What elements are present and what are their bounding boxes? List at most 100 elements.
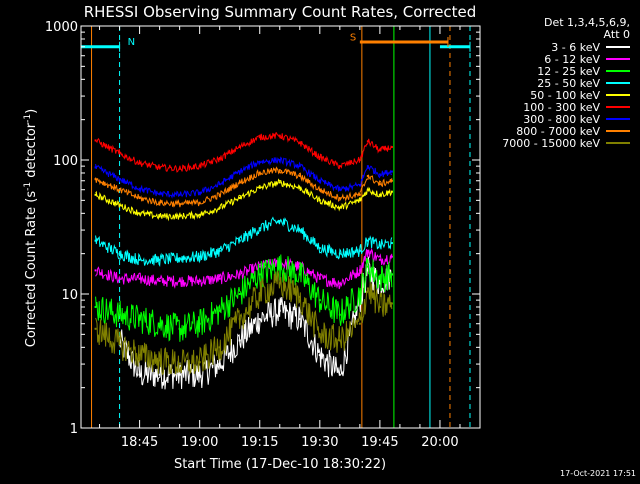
series-line-5 [95, 132, 393, 173]
series-6-point-12 [338, 188, 341, 191]
series-2-point-7 [238, 293, 241, 295]
series-8-point-9 [278, 282, 281, 285]
series-8-point-13 [358, 322, 361, 325]
series-7-point-0 [94, 178, 97, 181]
series-1-point-16 [390, 255, 393, 258]
x-tick-label-3: 19:30 [301, 435, 338, 450]
series-1-point-1 [118, 277, 121, 280]
series-3-point-10 [298, 229, 301, 232]
series-3-point-11 [318, 247, 321, 250]
series-3-point-6 [218, 249, 221, 252]
series-1-point-5 [198, 280, 201, 283]
series-4-point-5 [198, 213, 201, 216]
series-0-point-2 [158, 373, 161, 376]
series-line-7 [95, 166, 393, 208]
series-7-point-8 [258, 171, 261, 174]
series-6-point-8 [258, 160, 261, 163]
legend-label-1: 6 - 12 keV [544, 53, 600, 66]
series-2-point-11 [318, 299, 321, 302]
series-7-point-13 [358, 193, 361, 196]
series-8-point-12 [338, 339, 341, 342]
series-8-point-5 [198, 361, 201, 364]
legend-header-1: Att 0 [604, 28, 630, 41]
night-label: N [128, 37, 135, 48]
x-tick-label-1: 19:00 [181, 435, 218, 450]
legend-label-4: 50 - 100 keV [530, 89, 600, 102]
series-7-point-10 [298, 174, 301, 177]
series-8-point-8 [258, 293, 261, 295]
series-2-point-14 [366, 265, 369, 268]
series-6-point-7 [238, 170, 241, 173]
chart-title: RHESSI Observing Summary Count Rates, Co… [84, 3, 477, 21]
series-1-point-0 [94, 269, 97, 272]
series-6-point-2 [138, 187, 141, 190]
series-2-point-10 [298, 273, 301, 276]
series-5-point-10 [298, 141, 301, 144]
series-1-point-14 [366, 249, 369, 252]
series-6-point-6 [218, 183, 221, 186]
series-2-point-1 [118, 313, 121, 316]
series-7 [94, 166, 393, 208]
series-5-point-13 [358, 159, 361, 161]
series-1-point-13 [358, 269, 361, 272]
series-2-point-16 [390, 273, 393, 276]
series-2-point-13 [358, 293, 361, 295]
x-tick-label-5: 20:00 [421, 435, 458, 450]
series-4-point-1 [118, 204, 121, 207]
series-4-point-14 [366, 188, 369, 191]
series-7-point-12 [338, 197, 341, 200]
series-6-point-5 [198, 191, 201, 194]
series-3 [94, 216, 393, 268]
series-7-point-14 [366, 174, 369, 177]
x-tick-label-0: 18:45 [121, 435, 158, 450]
series-6-point-1 [118, 178, 121, 181]
series-line-0 [119, 256, 392, 390]
series-7-point-16 [390, 179, 393, 182]
legend-label-2: 12 - 25 keV [537, 65, 600, 78]
series-5-point-4 [178, 167, 181, 170]
series-1-point-11 [318, 277, 321, 280]
y-tick-label-0: 1 [70, 422, 78, 437]
legend-label-5: 100 - 300 keV [523, 101, 600, 114]
series-5-point-1 [118, 152, 121, 155]
y-tick-label-2: 100 [53, 154, 78, 169]
series-0-point-4 [198, 373, 201, 376]
timestamp: 17-Oct-2021 17:51 [560, 469, 636, 478]
series-7-point-7 [238, 181, 241, 184]
series-6-point-3 [158, 192, 161, 195]
series-6-point-14 [366, 165, 369, 168]
x-axis-label: Start Time (17-Dec-10 18:30:22) [174, 457, 386, 472]
series-8-point-0 [94, 327, 97, 330]
series-5-point-11 [318, 156, 321, 159]
series-0-point-13 [366, 269, 369, 272]
series-4-point-9 [278, 181, 281, 184]
series-8-point-2 [138, 354, 141, 357]
plot-frame [80, 25, 481, 429]
series-6-point-15 [378, 173, 381, 176]
series-5-point-15 [378, 149, 381, 152]
series-6-point-11 [318, 179, 321, 182]
series-2-point-2 [138, 318, 141, 321]
series-6-point-9 [278, 159, 281, 161]
series-4 [94, 178, 393, 222]
axes: 1 10 100 1000 18:45 19:00 19:15 19:30 19:45 20:00 [45, 20, 481, 450]
series-3-point-0 [94, 239, 97, 242]
legend-label-7: 800 - 7000 keV [516, 125, 600, 138]
series-0-point-6 [238, 339, 241, 342]
series-6-point-0 [94, 166, 97, 169]
series-4-point-3 [158, 215, 161, 218]
series-3-point-8 [258, 227, 261, 230]
series-5-point-0 [94, 139, 97, 142]
series-7-point-11 [318, 188, 321, 191]
series-layer [94, 132, 393, 390]
series-4-point-13 [358, 199, 361, 202]
series-8-point-6 [218, 346, 221, 349]
series-2 [94, 254, 393, 342]
series-3-point-7 [238, 239, 241, 242]
legend-header-0: Det 1,3,4,5,6,9, [544, 16, 630, 29]
series-4-point-15 [378, 193, 381, 196]
series-line-2 [95, 254, 393, 342]
series-2-point-4 [178, 327, 181, 330]
series-2-point-9 [278, 265, 281, 268]
